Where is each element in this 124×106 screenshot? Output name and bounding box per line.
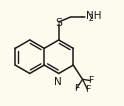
Text: F: F bbox=[74, 84, 79, 93]
Text: F: F bbox=[88, 76, 93, 85]
Text: S: S bbox=[55, 18, 62, 29]
Text: NH: NH bbox=[86, 11, 102, 21]
Text: N: N bbox=[54, 77, 62, 87]
Text: 2: 2 bbox=[89, 14, 94, 23]
Text: F: F bbox=[85, 85, 90, 94]
